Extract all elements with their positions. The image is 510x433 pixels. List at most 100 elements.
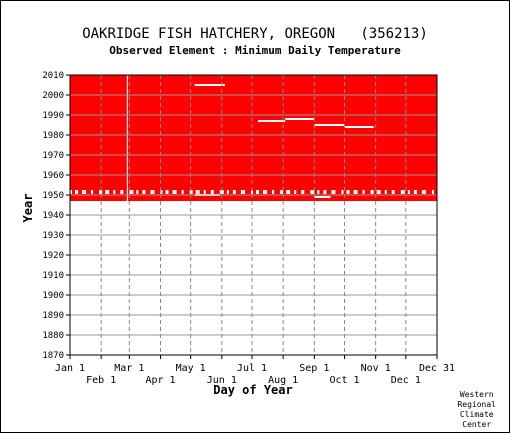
x-tick-label: Apr 1 <box>145 375 175 386</box>
missing-data-mark <box>105 192 110 194</box>
missing-data-mark <box>346 190 350 192</box>
missing-data-mark <box>314 196 331 198</box>
missing-data-mark <box>294 192 297 194</box>
missing-data-mark <box>136 192 139 194</box>
missing-data-mark <box>353 190 358 192</box>
missing-data-mark <box>376 192 381 194</box>
y-tick-label: 2010 <box>42 71 64 81</box>
missing-data-mark <box>344 126 374 128</box>
y-tick-label: 2000 <box>42 91 64 101</box>
missing-data-mark <box>341 192 344 194</box>
missing-data-mark <box>195 192 200 194</box>
missing-data-mark <box>181 192 184 194</box>
x-tick-label: Mar 1 <box>114 363 144 374</box>
missing-data-mark <box>136 190 139 192</box>
missing-data-mark <box>129 190 134 192</box>
missing-data-mark <box>370 190 374 192</box>
missing-data-mark <box>413 192 417 194</box>
y-tick-label: 1920 <box>42 251 64 261</box>
missing-data-mark <box>362 190 365 192</box>
missing-data-mark <box>413 190 417 192</box>
x-tick-label: Jan 1 <box>55 363 85 374</box>
missing-data-mark <box>195 190 200 192</box>
x-tick-label: Feb 1 <box>86 375 116 386</box>
missing-data-mark <box>331 192 336 194</box>
missing-data-mark <box>99 192 103 194</box>
missing-data-mark <box>210 190 214 192</box>
y-tick-label: 1910 <box>42 271 64 281</box>
missing-data-mark <box>310 192 315 194</box>
y-tick-label: 1890 <box>42 311 64 321</box>
missing-data-mark <box>400 192 405 194</box>
y-tick-label: 1870 <box>42 351 64 361</box>
missing-data-mark <box>301 192 305 194</box>
missing-data-mark <box>286 190 291 192</box>
missing-data-mark <box>70 192 73 194</box>
missing-data-mark <box>256 190 260 192</box>
missing-data-mark <box>384 190 387 192</box>
missing-data-mark <box>280 192 284 194</box>
missing-data-mark <box>75 192 79 194</box>
missing-data-mark <box>91 192 94 194</box>
missing-data-mark <box>317 190 320 192</box>
data-block <box>70 75 437 201</box>
missing-data-mark <box>240 190 245 192</box>
missing-data-mark <box>82 190 87 192</box>
x-tick-label: Dec 1 <box>391 375 421 386</box>
missing-data-mark <box>272 190 275 192</box>
missing-data-mark <box>272 192 275 194</box>
missing-data-mark <box>203 190 206 192</box>
missing-data-mark <box>142 190 146 192</box>
y-tick-label: 1900 <box>42 291 64 301</box>
missing-data-mark <box>263 190 268 192</box>
chart-subtitle: Observed Element : Minimum Daily Tempera… <box>109 44 401 57</box>
missing-data-mark <box>232 190 236 192</box>
missing-data-mark <box>99 190 103 192</box>
missing-data-mark <box>263 192 268 194</box>
x-tick-label: Jul 1 <box>237 363 267 374</box>
missing-data-mark <box>431 190 434 192</box>
missing-data-mark <box>370 192 374 194</box>
missing-data-mark <box>323 192 327 194</box>
missing-data-mark <box>120 190 124 192</box>
missing-data-mark <box>203 192 206 194</box>
missing-data-mark <box>194 84 225 86</box>
missing-data-mark <box>172 190 177 192</box>
missing-data-mark <box>113 192 116 194</box>
x-tick-label: Jun 1 <box>207 375 237 386</box>
y-tick-label: 1940 <box>42 211 64 221</box>
missing-data-mark <box>280 190 284 192</box>
credit-line: Regional <box>457 400 496 409</box>
missing-data-mark <box>376 190 381 192</box>
missing-data-mark <box>181 190 184 192</box>
x-axis-label: Day of Year <box>213 383 292 397</box>
y-tick-label: 1980 <box>42 131 64 141</box>
missing-data-mark <box>314 124 345 126</box>
missing-data-mark <box>421 192 426 194</box>
y-tick-label: 1930 <box>42 231 64 241</box>
missing-data-mark <box>70 190 73 192</box>
missing-data-mark <box>91 190 94 192</box>
missing-data-mark <box>341 190 344 192</box>
missing-data-mark <box>160 190 163 192</box>
missing-data-mark <box>421 190 426 192</box>
missing-data-mark <box>240 192 245 194</box>
y-tick-label: 1990 <box>42 111 64 121</box>
missing-data-mark <box>400 190 405 192</box>
missing-data-mark <box>120 192 124 194</box>
missing-data-mark <box>286 192 291 194</box>
missing-data-mark <box>219 192 224 194</box>
missing-data-mark <box>82 192 87 194</box>
missing-data-mark <box>150 192 155 194</box>
missing-data-mark <box>285 118 315 120</box>
x-tick-label: Nov 1 <box>361 363 391 374</box>
missing-data-mark <box>407 192 410 194</box>
y-tick-label: 1960 <box>42 171 64 181</box>
y-axis-label: Year <box>21 194 35 223</box>
missing-data-mark <box>150 190 155 192</box>
missing-data-mark <box>165 190 169 192</box>
missing-data-mark <box>317 192 320 194</box>
y-tick-label: 1880 <box>42 331 64 341</box>
missing-data-mark <box>384 192 387 194</box>
missing-data-mark <box>331 190 336 192</box>
